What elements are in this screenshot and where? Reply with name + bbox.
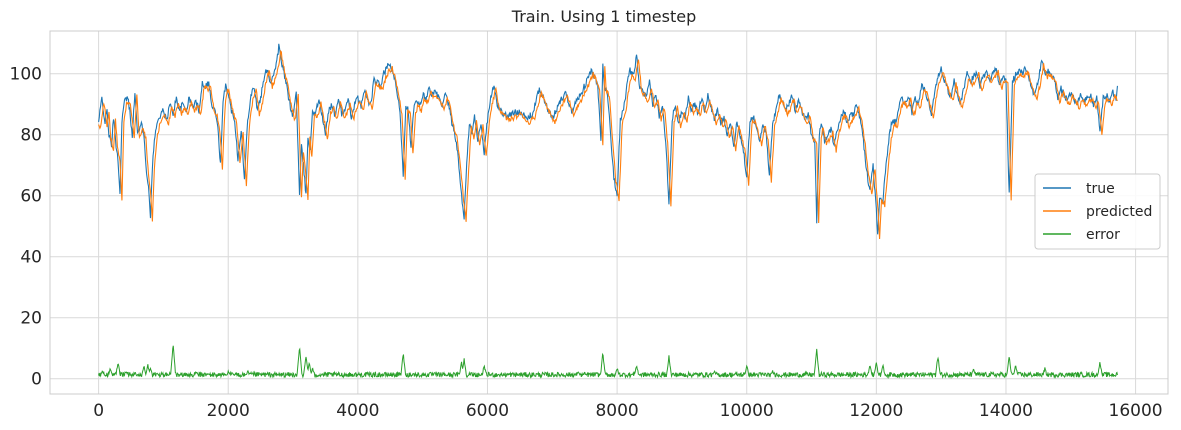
legend: true predicted error [1034, 173, 1161, 250]
x-tick-label: 0 [93, 401, 104, 421]
y-tick-label: 0 [31, 370, 42, 390]
y-tick-label: 80 [20, 126, 42, 146]
x-tick-label: 6000 [466, 401, 509, 421]
tick-labels: 0 2000 4000 6000 8000 10000 12000 14000 16000 0 20… [10, 65, 1163, 421]
x-tick-label: 16000 [1109, 401, 1163, 421]
x-tick-label: 14000 [979, 401, 1033, 421]
x-tick-label: 8000 [595, 401, 638, 421]
legend-label-error: error [1086, 227, 1120, 243]
series-line-error [98, 345, 1118, 380]
y-tick-label: 40 [20, 248, 42, 268]
series-group [98, 43, 1118, 380]
series-line-true [98, 43, 1118, 235]
y-tick-label: 60 [20, 187, 42, 207]
x-tick-label: 12000 [849, 401, 903, 421]
x-tick-label: 4000 [336, 401, 379, 421]
legend-label-predicted: predicted [1086, 204, 1152, 220]
y-tick-label: 20 [20, 309, 42, 329]
y-tick-label: 100 [10, 65, 42, 85]
legend-box [1034, 173, 1161, 250]
x-tick-label: 10000 [720, 401, 774, 421]
x-tick-label: 2000 [207, 401, 250, 421]
grid [50, 31, 1168, 394]
legend-label-true: true [1086, 181, 1115, 197]
chart-title: Train. Using 1 timestep [511, 7, 696, 26]
series-line-predicted [98, 49, 1118, 240]
plot-frame [49, 30, 1169, 395]
